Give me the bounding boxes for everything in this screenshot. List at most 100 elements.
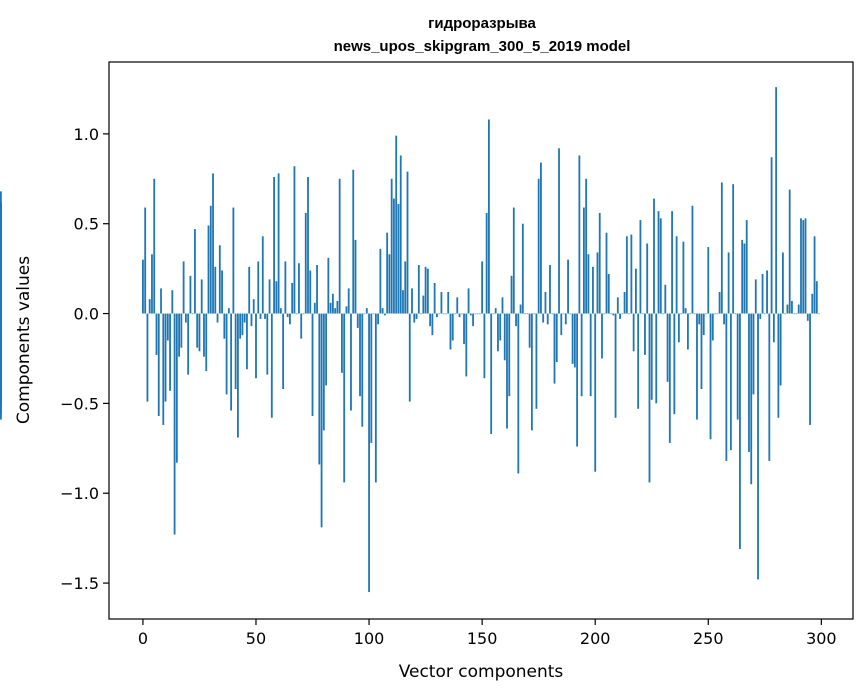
bar [664, 284, 667, 314]
bar [347, 288, 350, 314]
bar [426, 268, 429, 314]
bar [555, 313, 558, 363]
bar [671, 211, 673, 314]
bar [682, 241, 685, 314]
bar [144, 207, 147, 314]
bar [623, 291, 626, 314]
bar [451, 313, 454, 341]
bar [223, 313, 226, 339]
bar [501, 297, 504, 314]
bar [506, 313, 508, 429]
bar [691, 205, 694, 314]
bar [729, 313, 732, 451]
bar [494, 308, 497, 314]
bar [777, 313, 780, 418]
bar [578, 155, 581, 314]
bar [472, 313, 474, 327]
bar [300, 313, 303, 339]
bar [200, 279, 203, 314]
x-tick-label: 150 [467, 629, 498, 648]
bar [709, 313, 712, 440]
bar [528, 313, 531, 348]
bar [361, 313, 364, 427]
y-tick-label: −1.5 [60, 574, 99, 593]
bar [273, 176, 275, 314]
bar [770, 157, 773, 314]
bar [436, 313, 438, 318]
bar [307, 176, 309, 314]
bar [191, 313, 194, 315]
bar [553, 313, 556, 384]
bar [601, 313, 603, 359]
bar [526, 313, 529, 315]
bar [788, 189, 791, 314]
y-tick-label: −1.0 [60, 484, 99, 503]
bar [573, 313, 576, 368]
bar [205, 313, 208, 372]
bar [248, 266, 251, 314]
bar [259, 313, 262, 319]
bar [698, 313, 701, 325]
bar [750, 313, 753, 485]
bar [653, 198, 655, 314]
bar [239, 313, 242, 339]
bar [797, 304, 800, 314]
bar [535, 313, 538, 409]
bar [732, 184, 735, 314]
bar [442, 313, 445, 315]
bar [449, 313, 452, 350]
bar [404, 261, 407, 314]
bar [795, 313, 798, 315]
bar [393, 198, 395, 314]
y-tick-label: 0.5 [74, 215, 99, 234]
bar [189, 275, 192, 314]
bar [558, 148, 560, 314]
bar [198, 313, 201, 352]
bar [153, 178, 156, 314]
bar [196, 313, 199, 348]
bar [329, 302, 332, 314]
bar [673, 313, 676, 415]
bar [318, 313, 321, 465]
bar [571, 313, 574, 364]
bar [488, 119, 490, 314]
bar [225, 313, 228, 395]
bar [483, 313, 486, 379]
bar [431, 313, 434, 336]
x-tick-label: 0 [138, 629, 148, 648]
bar [454, 313, 456, 315]
bar [628, 313, 631, 315]
bar [356, 313, 359, 328]
bar [257, 261, 260, 314]
bar [684, 308, 687, 314]
bar [693, 313, 696, 315]
bar [811, 293, 814, 314]
bar [268, 279, 271, 314]
bar [270, 313, 273, 418]
bar [784, 313, 787, 315]
bar [540, 162, 542, 314]
bar [383, 313, 386, 316]
bar [576, 313, 579, 447]
bar [533, 313, 536, 315]
bar [582, 207, 585, 314]
y-tick-label: 0.0 [74, 305, 99, 324]
bar [478, 313, 481, 315]
bar [707, 247, 710, 314]
bar [429, 313, 432, 327]
bar [395, 135, 398, 314]
bar [497, 313, 499, 352]
bar [492, 313, 495, 315]
bar [815, 281, 818, 314]
bar [440, 291, 443, 314]
bar [322, 313, 325, 431]
bar [293, 166, 296, 314]
bar [275, 281, 278, 314]
bar [517, 313, 520, 474]
bar [411, 288, 413, 314]
bar [763, 313, 766, 315]
bar [716, 313, 719, 315]
bar [309, 270, 312, 314]
bar [325, 313, 327, 386]
bar [748, 313, 750, 452]
